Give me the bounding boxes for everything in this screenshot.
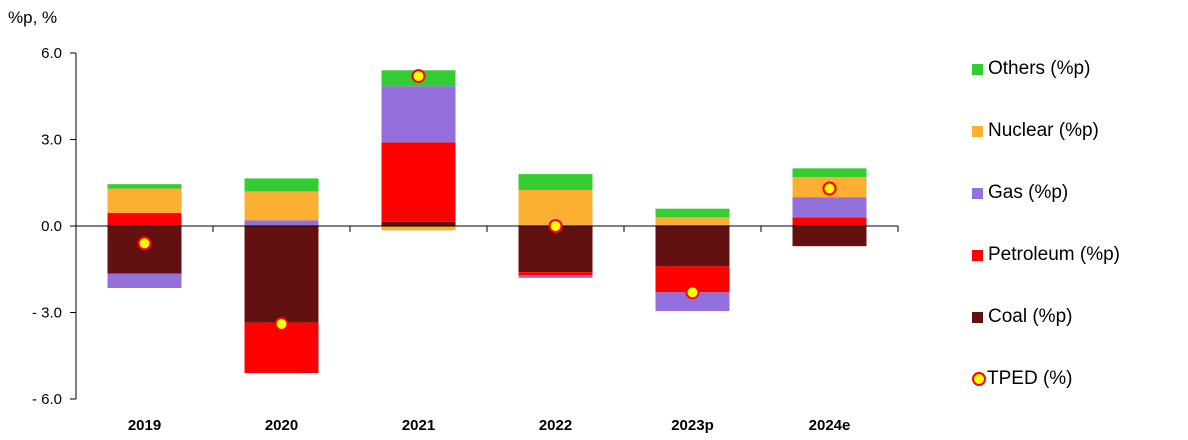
tped-point <box>137 236 152 251</box>
bar-segment <box>244 191 319 221</box>
legend: Others (%p) Nuclear (%p) Gas (%p) Petrol… <box>972 38 1120 410</box>
legend-item-petroleum: Petroleum (%p) <box>972 224 1120 286</box>
y-ticks: 6.0 3.0 0.0 - 3.0 - 6.0 <box>32 45 76 408</box>
bar-segment <box>381 142 456 222</box>
petroleum-swatch <box>972 249 983 261</box>
gas-swatch <box>972 187 983 199</box>
bar-segment <box>792 226 867 247</box>
x-tick-label: 2019 <box>128 417 161 434</box>
bar-segment <box>107 273 182 288</box>
y-tick-label: - 3.0 <box>32 305 62 322</box>
legend-item-others: Others (%p) <box>972 38 1120 100</box>
bar-segment <box>518 275 593 278</box>
bar-segment <box>381 221 456 226</box>
y-tick-label: 3.0 <box>41 132 62 149</box>
bar-segment <box>244 226 319 323</box>
legend-label-gas: Gas (%p) <box>988 182 1069 203</box>
legend-label-others: Others (%p) <box>988 58 1091 79</box>
legend-label-nuclear: Nuclear (%p) <box>988 120 1099 141</box>
tped-point <box>822 181 837 196</box>
tped-marker-swatch <box>972 372 986 386</box>
y-tick-label: - 6.0 <box>32 391 62 408</box>
bar-segment <box>518 174 593 190</box>
tped-point <box>274 317 289 332</box>
legend-item-coal: Coal (%p) <box>972 286 1120 348</box>
bar-segment <box>518 272 593 276</box>
nuclear-swatch <box>972 125 983 137</box>
others-swatch <box>972 63 983 75</box>
bar-segment <box>107 188 182 214</box>
unit-label: %p, % <box>8 8 58 27</box>
bar-segment <box>381 226 456 231</box>
bar-segment <box>792 217 867 226</box>
tped-markers <box>137 69 837 332</box>
bar-segment <box>381 86 456 143</box>
legend-label-tped: TPED (%) <box>987 368 1073 389</box>
y-tick-label: 6.0 <box>41 45 62 62</box>
bar-segment <box>655 292 730 312</box>
bar-segment <box>655 217 730 226</box>
bar-segment <box>655 208 730 218</box>
bar-segment <box>792 168 867 177</box>
bar-segment <box>518 226 593 273</box>
x-tick-label: 2021 <box>402 417 435 434</box>
y-tick-label: 0.0 <box>41 218 62 235</box>
tped-point <box>685 285 700 300</box>
coal-swatch <box>972 311 983 323</box>
legend-label-petroleum: Petroleum (%p) <box>988 244 1120 265</box>
tped-point <box>548 219 563 233</box>
bar-segment <box>107 184 182 189</box>
legend-item-nuclear: Nuclear (%p) <box>972 100 1120 162</box>
x-tick-label: 2024e <box>809 417 851 434</box>
x-tick-label: 2023p <box>671 417 714 434</box>
legend-item-tped: TPED (%) <box>972 348 1120 410</box>
x-ticks: 2019 2020 2021 2022 2023p 2024e <box>75 226 899 434</box>
x-tick-label: 2020 <box>265 417 298 434</box>
bar-segment <box>244 178 319 192</box>
tped-point <box>411 69 426 84</box>
legend-label-coal: Coal (%p) <box>988 306 1073 327</box>
bar-segment <box>244 220 319 226</box>
bar-segment <box>792 197 867 218</box>
bar-segment <box>655 226 730 267</box>
bar-segment <box>107 213 182 226</box>
x-tick-label: 2022 <box>539 417 572 434</box>
legend-item-gas: Gas (%p) <box>972 162 1120 224</box>
bars-layer <box>107 70 867 374</box>
